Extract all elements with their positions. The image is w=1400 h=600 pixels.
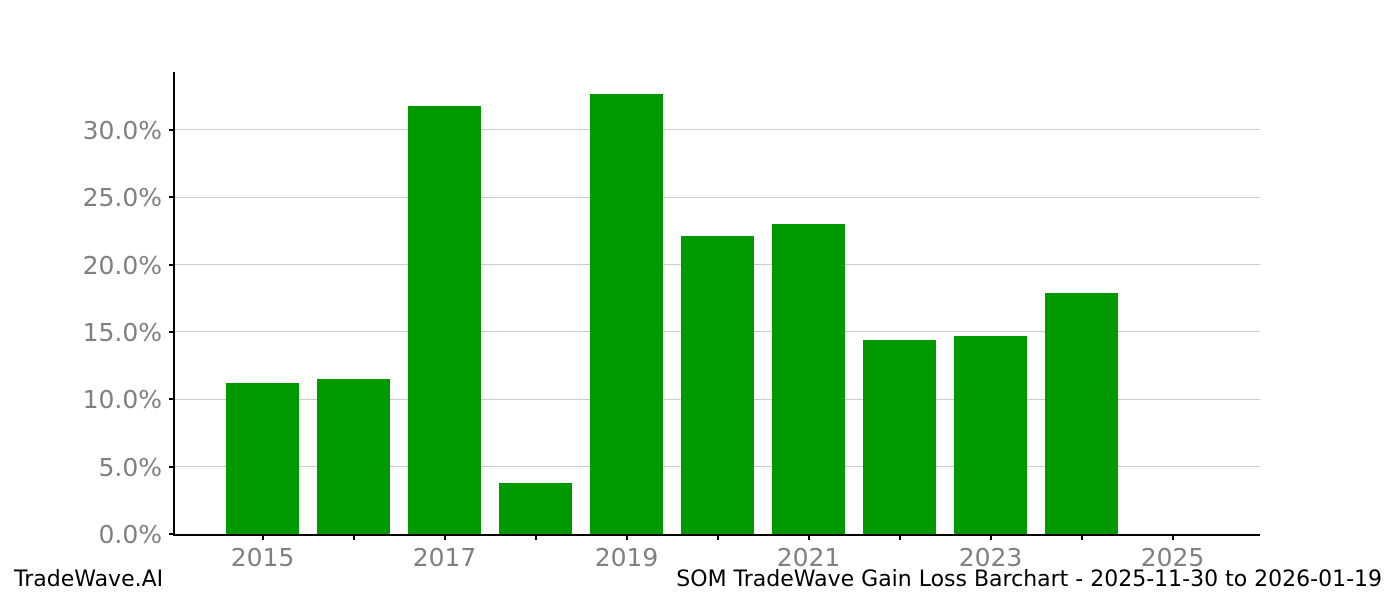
chart-title: SOM TradeWave Gain Loss Barchart - 2025-… xyxy=(676,566,1382,592)
bar-2018 xyxy=(499,482,572,534)
x-tickmark xyxy=(898,534,901,540)
x-tickmark xyxy=(625,534,628,540)
bar-2024 xyxy=(1045,292,1118,534)
y-tickmark xyxy=(169,263,175,266)
x-tickmark xyxy=(1080,534,1083,540)
bar-2015 xyxy=(226,383,299,534)
x-tickmark xyxy=(989,534,992,540)
y-tickmark xyxy=(169,398,175,401)
bar-2021 xyxy=(772,224,845,534)
y-tick-label: 25.0% xyxy=(82,183,162,213)
x-tickmark xyxy=(261,534,264,540)
y-gridline xyxy=(175,129,1260,131)
footer-brand: TradeWave.AI xyxy=(14,566,164,592)
x-tick-label: 2017 xyxy=(412,543,477,572)
x-tickmark xyxy=(1171,534,1174,540)
y-tick-label: 10.0% xyxy=(82,385,162,415)
x-tick-label: 2021 xyxy=(776,543,841,572)
x-tickmark xyxy=(534,534,537,540)
x-tickmark xyxy=(352,534,355,540)
bar-2019 xyxy=(590,93,663,534)
y-gridline xyxy=(175,196,1260,198)
bar-2022 xyxy=(863,340,936,534)
y-tick-label: 30.0% xyxy=(82,115,162,145)
y-tick-label: 5.0% xyxy=(98,452,162,482)
x-axis xyxy=(173,533,1260,536)
y-axis xyxy=(173,72,175,536)
x-tickmark xyxy=(807,534,810,540)
x-tick-label: 2025 xyxy=(1140,543,1205,572)
x-tickmark xyxy=(443,534,446,540)
x-tickmark xyxy=(716,534,719,540)
y-tick-label: 20.0% xyxy=(82,250,162,280)
bar-2023 xyxy=(954,336,1027,534)
y-tick-label: 15.0% xyxy=(82,317,162,347)
y-tickmark xyxy=(169,533,175,535)
x-tick-label: 2023 xyxy=(958,543,1023,572)
x-tick-label: 2015 xyxy=(230,543,295,572)
x-tick-label: 2019 xyxy=(594,543,659,572)
y-tickmark xyxy=(169,330,175,333)
bar-2020 xyxy=(681,236,754,534)
y-tickmark xyxy=(169,465,175,468)
bar-2016 xyxy=(317,379,390,534)
y-tick-label: 0.0% xyxy=(98,520,162,549)
y-tickmark xyxy=(169,196,175,199)
bar-2017 xyxy=(408,105,481,534)
y-tickmark xyxy=(169,128,175,131)
